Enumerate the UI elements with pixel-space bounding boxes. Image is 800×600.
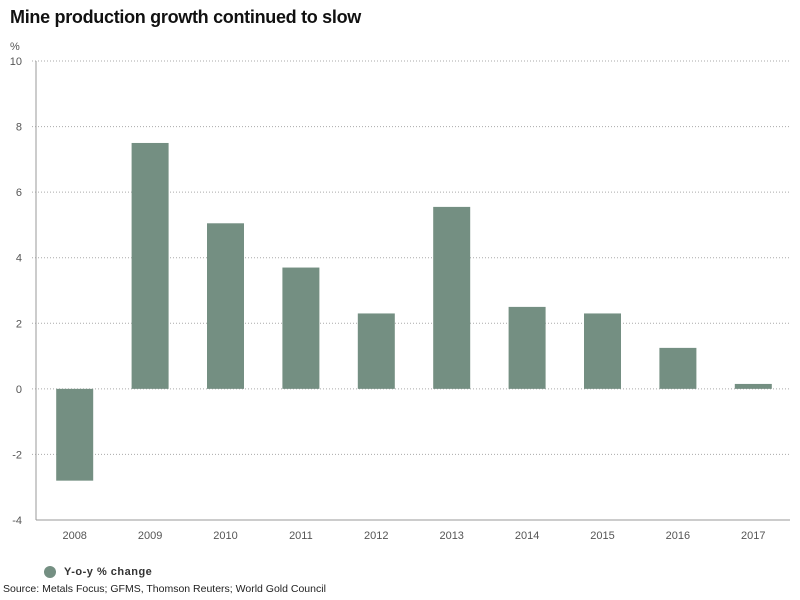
y-tick-label: 2	[16, 318, 22, 330]
y-tick-label: 6	[16, 187, 22, 199]
y-axis-label: %	[10, 41, 20, 53]
y-tick-label: 10	[10, 56, 22, 68]
x-tick-label: 2013	[439, 530, 463, 542]
source-note: Source: Metals Focus; GFMS, Thomson Reut…	[3, 583, 326, 595]
x-tick-label: 2008	[62, 530, 86, 542]
y-tick-label: -2	[12, 449, 22, 461]
bar-2008	[56, 388, 94, 481]
bar-2017	[734, 383, 772, 389]
y-tick-label: 8	[16, 122, 22, 134]
legend: Y-o-y % change	[44, 566, 152, 578]
bar-2010	[207, 223, 244, 389]
bar-2009	[131, 142, 169, 389]
x-tick-label: 2012	[364, 530, 388, 542]
bar-2013	[433, 206, 471, 389]
bar-2016	[659, 347, 697, 389]
x-tick-label: 2017	[741, 530, 765, 542]
legend-swatch	[44, 566, 56, 578]
x-tick-label: 2015	[590, 530, 614, 542]
x-tick-label: 2011	[289, 530, 313, 542]
y-tick-label: 4	[16, 253, 22, 265]
x-tick-label: 2014	[515, 530, 539, 542]
legend-label: Y-o-y % change	[64, 566, 153, 578]
x-tick-label: 2016	[666, 530, 690, 542]
chart-title: Mine production growth continued to slow	[10, 7, 361, 27]
bar-2014	[508, 306, 546, 389]
bar-2012	[357, 313, 395, 389]
y-tick-label: -4	[12, 515, 22, 527]
bar-2011	[282, 267, 320, 389]
x-tick-label: 2009	[138, 530, 162, 542]
x-tick-label: 2010	[213, 530, 237, 542]
y-tick-label: 0	[16, 384, 22, 396]
bar-2015	[584, 313, 621, 389]
